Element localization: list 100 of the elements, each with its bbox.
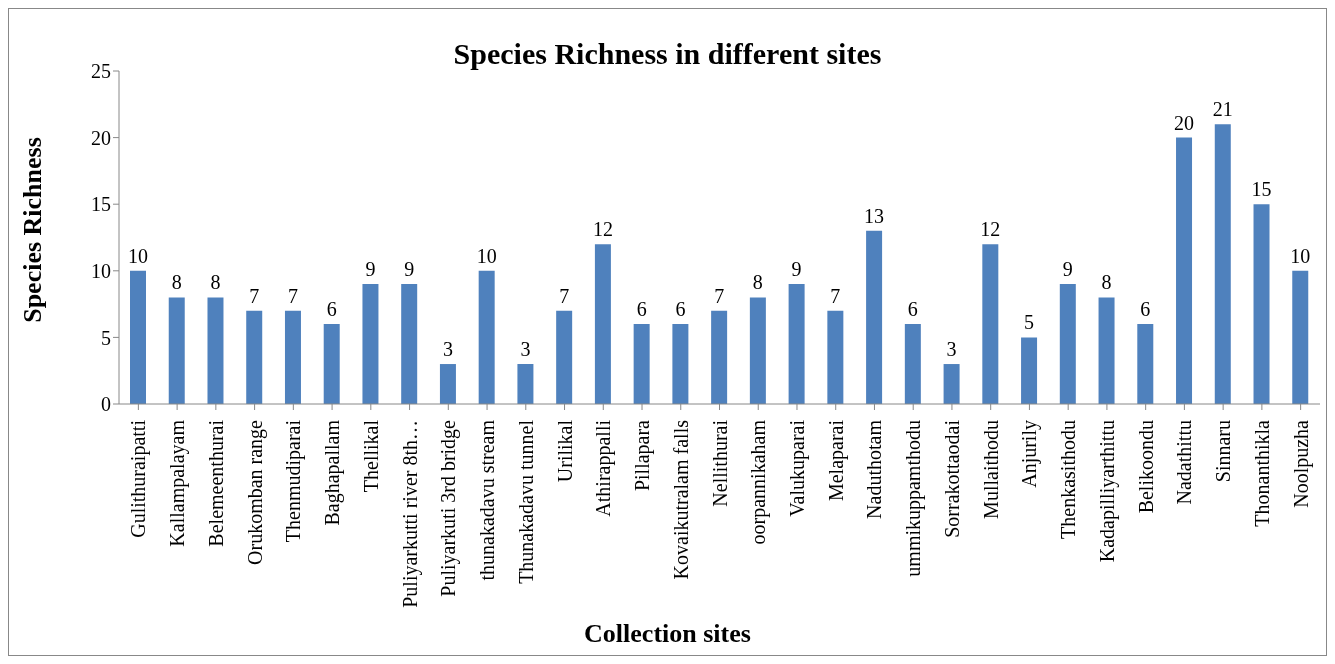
y-axis-title: Species Richness bbox=[18, 137, 48, 323]
x-tick-label: Kovaikutralam falls bbox=[669, 419, 692, 580]
x-tick-label: Thenmudiparai bbox=[282, 419, 306, 543]
x-tick-label: Kadapilliyarthittu bbox=[1095, 420, 1119, 563]
data-label: 12 bbox=[980, 218, 1001, 241]
data-label: 21 bbox=[1212, 98, 1233, 121]
x-tick-label: ummikuppamthodu bbox=[902, 420, 926, 577]
data-label: 6 bbox=[907, 298, 918, 321]
data-label: 7 bbox=[830, 284, 841, 307]
data-label: 3 bbox=[442, 338, 453, 361]
x-tick-label: Thonanthikla bbox=[1250, 419, 1273, 527]
bar bbox=[1214, 124, 1231, 404]
data-label: 7 bbox=[714, 284, 725, 307]
x-tick-label: Puliyarkutti river 8th… bbox=[398, 420, 422, 608]
data-label: 20 bbox=[1174, 111, 1195, 134]
bar bbox=[284, 310, 301, 404]
data-label: 6 bbox=[326, 298, 337, 321]
data-label: 12 bbox=[592, 218, 613, 241]
data-label: 10 bbox=[476, 244, 497, 267]
x-tick-label: Melaparai bbox=[824, 419, 848, 502]
data-label: 3 bbox=[946, 338, 957, 361]
chart-title: Species Richness in different sites bbox=[453, 37, 882, 70]
x-tick-label: Athirappalli bbox=[592, 419, 616, 517]
data-label: 7 bbox=[559, 284, 570, 307]
bar bbox=[633, 324, 650, 404]
x-tick-label: Gulithuraipatti bbox=[127, 419, 151, 538]
bar bbox=[246, 310, 263, 404]
x-tick-label: oorpannikaham bbox=[747, 419, 771, 545]
x-tick-label: Thenkasithodu bbox=[1057, 420, 1080, 539]
data-label: 8 bbox=[210, 271, 221, 294]
y-tick-label: 15 bbox=[91, 193, 111, 216]
data-label: 6 bbox=[675, 298, 686, 321]
data-label: 13 bbox=[864, 204, 885, 227]
data-label: 9 bbox=[365, 258, 376, 281]
bar bbox=[1059, 284, 1076, 404]
x-tick-label: Thunakadavu tunnel bbox=[514, 419, 537, 584]
x-tick-label: thunakadavu stream bbox=[476, 419, 499, 581]
bar bbox=[788, 284, 805, 404]
bar bbox=[439, 364, 456, 404]
data-label: 5 bbox=[1024, 311, 1035, 334]
x-tick-label: Baghapallam bbox=[321, 419, 345, 526]
bar bbox=[866, 230, 883, 404]
bar bbox=[982, 244, 999, 404]
bar bbox=[827, 310, 844, 404]
y-tick-label: 5 bbox=[101, 326, 111, 349]
x-tick-label: Belikoondu bbox=[1134, 420, 1157, 514]
data-label: 8 bbox=[1101, 271, 1112, 294]
bar bbox=[672, 324, 689, 404]
bar bbox=[749, 297, 766, 404]
bar bbox=[362, 284, 379, 404]
x-tick-label: Sorrakottaodai bbox=[940, 419, 963, 538]
x-tick-label: Sinnaru bbox=[1212, 420, 1235, 483]
y-tick-label: 0 bbox=[101, 393, 111, 416]
bar bbox=[130, 270, 146, 404]
y-tick-label: 10 bbox=[91, 259, 111, 282]
data-label: 9 bbox=[404, 258, 415, 281]
data-label: 6 bbox=[1140, 298, 1151, 321]
bar bbox=[323, 324, 340, 404]
x-tick-label: Pillapara bbox=[631, 419, 655, 492]
x-tick-label: Valukuparai bbox=[785, 419, 809, 517]
bar bbox=[943, 364, 960, 404]
data-label: 9 bbox=[1062, 258, 1073, 281]
x-tick-label: Nellithurai bbox=[708, 419, 731, 507]
bar bbox=[168, 297, 185, 404]
bar bbox=[711, 310, 728, 404]
bar bbox=[904, 324, 921, 404]
bar bbox=[478, 270, 495, 404]
x-tick-label: Thellikal bbox=[359, 419, 382, 493]
bar bbox=[1176, 137, 1193, 404]
x-tick-label: Urilikal bbox=[553, 419, 576, 483]
bar bbox=[1098, 297, 1115, 404]
data-label: 15 bbox=[1251, 178, 1272, 201]
x-tick-label: Mullaithodu bbox=[979, 420, 1002, 519]
bar bbox=[1021, 337, 1038, 404]
x-tick-label: Orukomban range bbox=[243, 419, 267, 565]
bar bbox=[207, 297, 224, 404]
bar bbox=[556, 310, 573, 404]
y-tick-label: 20 bbox=[91, 126, 111, 149]
bar bbox=[401, 284, 418, 404]
bar bbox=[1137, 324, 1154, 404]
data-label: 9 bbox=[791, 258, 802, 281]
x-tick-label: Anjurily bbox=[1018, 420, 1042, 488]
data-label: 10 bbox=[1290, 244, 1311, 267]
data-label: 8 bbox=[752, 271, 763, 294]
bar bbox=[517, 364, 534, 404]
bar bbox=[1253, 204, 1270, 404]
x-tick-label: Noolpuzha bbox=[1289, 419, 1313, 508]
x-tick-label: Belemeenthurai bbox=[204, 419, 227, 547]
data-label: 10 bbox=[128, 244, 148, 267]
data-label: 6 bbox=[636, 298, 647, 321]
bar bbox=[1292, 270, 1309, 404]
data-label: 3 bbox=[520, 338, 531, 361]
data-label: 8 bbox=[171, 271, 182, 294]
y-tick-label: 25 bbox=[91, 60, 111, 83]
x-tick-label: Nadathittu bbox=[1173, 420, 1196, 505]
bar bbox=[594, 244, 611, 404]
x-tick-label: Kallampalayam bbox=[166, 419, 190, 547]
x-axis-title: Collection sites bbox=[583, 619, 752, 649]
x-tick-label: Puliyarkuti 3rd bridge bbox=[437, 419, 461, 597]
data-label: 7 bbox=[249, 284, 260, 307]
